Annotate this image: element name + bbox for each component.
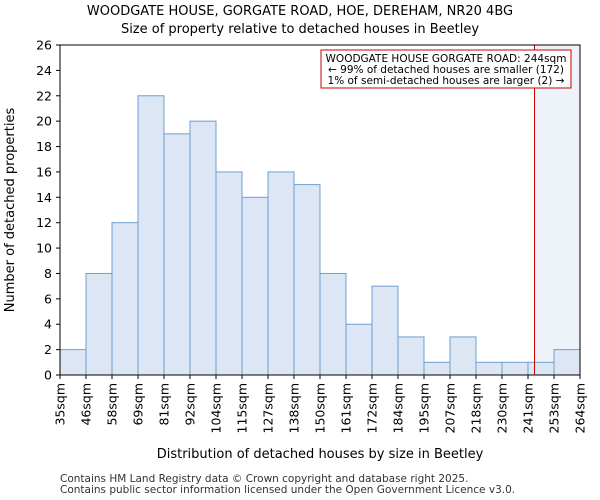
bars (59, 95, 581, 376)
bar-81sqm (163, 133, 191, 376)
bar-241sqm (527, 361, 555, 376)
y-tick-label-24: 24 (36, 63, 52, 78)
bar-35sqm (59, 349, 87, 376)
x-tick-label-150sqm: 150sqm (313, 383, 328, 433)
x-axis: 35sqm 46sqm 58sqm 69sqm 81sqm 92sqm 104sqm 115s… (53, 375, 588, 433)
y-tick-label-26: 26 (36, 38, 52, 53)
x-tick-label-264sqm: 264sqm (573, 383, 588, 433)
y-tick-label-10: 10 (36, 241, 52, 256)
bar-127sqm (267, 171, 295, 376)
y-axis-label: Number of detached properties (3, 108, 18, 313)
x-tick-label-81sqm: 81sqm (157, 383, 172, 426)
x-axis-label: Distribution of detached houses by size … (157, 447, 484, 462)
x-tick-label-92sqm: 92sqm (183, 383, 198, 426)
bar-230sqm (501, 361, 529, 376)
y-tick-label-22: 22 (36, 88, 52, 103)
x-tick-label-127sqm: 127sqm (261, 383, 276, 433)
x-tick-label-46sqm: 46sqm (79, 383, 94, 426)
y-tick-label-12: 12 (36, 215, 52, 230)
x-tick-label-69sqm: 69sqm (131, 383, 146, 426)
x-tick-label-184sqm: 184sqm (391, 383, 406, 433)
x-tick-label-253sqm: 253sqm (547, 383, 562, 433)
highlight-region (534, 45, 580, 375)
y-tick-label-14: 14 (36, 190, 52, 205)
x-tick-label-230sqm: 230sqm (495, 383, 510, 433)
bar-69sqm (137, 95, 165, 376)
annotation-frame (320, 49, 572, 89)
x-tick-label-172sqm: 172sqm (365, 383, 380, 433)
y-tick-label-0: 0 (44, 368, 52, 383)
bar-46sqm (85, 272, 113, 376)
bar-184sqm (397, 336, 425, 376)
y-tick-label-18: 18 (36, 139, 52, 154)
chart-title: WOODGATE HOUSE, GORGATE ROAD, HOE, DEREH… (87, 4, 513, 19)
bar-115sqm (241, 196, 269, 376)
y-tick-label-2: 2 (44, 342, 52, 357)
bar-138sqm (293, 184, 321, 376)
bar-161sqm (345, 323, 373, 376)
x-tick-label-115sqm: 115sqm (235, 383, 250, 433)
x-tick-label-218sqm: 218sqm (469, 383, 484, 433)
x-tick-label-138sqm: 138sqm (287, 383, 302, 433)
y-tick-label-20: 20 (36, 114, 52, 129)
y-tick-label-4: 4 (44, 317, 52, 332)
annotation-line-3: 1% of semi-detached houses are larger (2… (328, 75, 565, 87)
footer-line-1: Contains HM Land Registry data © Crown c… (60, 473, 469, 485)
bar-92sqm (189, 120, 217, 376)
annotation-box: WOODGATE HOUSE GORGATE ROAD: 244sqm ← 99… (320, 49, 572, 89)
bar-172sqm (371, 285, 399, 376)
x-tick-label-35sqm: 35sqm (53, 383, 68, 426)
bar-195sqm (423, 361, 451, 376)
x-tick-label-161sqm: 161sqm (339, 383, 354, 433)
footer-line-2: Contains public sector information licen… (60, 484, 516, 496)
chart-subtitle: Size of property relative to detached ho… (121, 22, 479, 37)
bar-150sqm (319, 272, 347, 376)
x-tick-label-195sqm: 195sqm (417, 383, 432, 433)
annotation-line-1: WOODGATE HOUSE GORGATE ROAD: 244sqm (326, 53, 567, 65)
bar-58sqm (111, 222, 139, 376)
bar-104sqm (215, 171, 243, 376)
footer-attribution: Contains HM Land Registry data © Crown c… (60, 474, 515, 496)
x-tick-label-104sqm: 104sqm (209, 383, 224, 433)
bar-253sqm (553, 349, 581, 376)
x-tick-label-241sqm: 241sqm (521, 383, 536, 433)
bar-207sqm (449, 336, 477, 376)
y-tick-label-6: 6 (44, 291, 52, 306)
y-tick-label-8: 8 (44, 266, 52, 281)
x-tick-label-207sqm: 207sqm (443, 383, 458, 433)
bar-218sqm (475, 361, 503, 376)
annotation-line-2: ← 99% of detached houses are smaller (17… (328, 64, 564, 76)
x-tick-label-58sqm: 58sqm (105, 383, 120, 426)
y-tick-label-16: 16 (36, 164, 52, 179)
